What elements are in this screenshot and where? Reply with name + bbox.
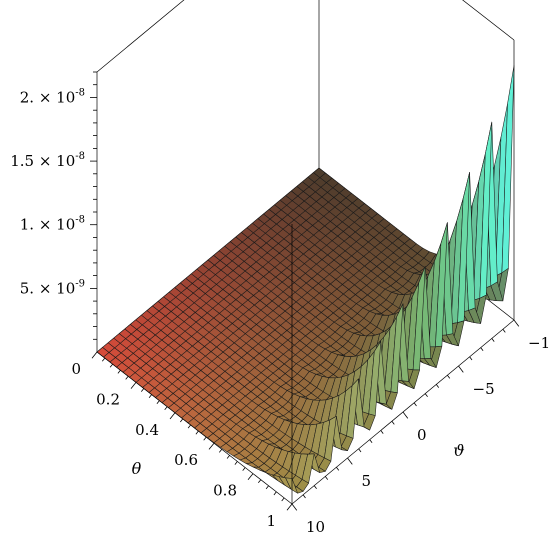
z-tick-exponent: -9 — [75, 278, 85, 289]
vartheta-tick — [413, 402, 417, 407]
vartheta-tick — [291, 503, 298, 511]
vartheta-tick-label: 5 — [362, 472, 372, 490]
z-tick-label: 2. × 10-8 — [20, 88, 85, 107]
theta-tick-label: 0.8 — [213, 482, 237, 500]
vartheta-axis-label: ϑ — [453, 441, 464, 460]
vartheta-tick — [513, 319, 520, 327]
vartheta-tick — [336, 466, 340, 471]
theta-tick — [109, 363, 113, 368]
theta-axis-label: θ — [132, 459, 142, 478]
vartheta-tick — [424, 393, 428, 398]
vartheta-tick — [347, 457, 353, 465]
theta-axis: 0 0.2 0.4 0.6 0.8 1 θ — [71, 351, 293, 530]
vartheta-tick — [302, 494, 306, 499]
theta-tick — [265, 485, 269, 490]
vartheta-tick — [358, 448, 362, 453]
vartheta-tick — [435, 384, 440, 388]
box-edge-top-back — [96, 0, 185, 73]
axes: 5. × 10-91. × 10-81.5 × 10-82. × 10-8 00… — [10, 71, 550, 534]
vartheta-tick — [447, 374, 451, 379]
theta-tick — [187, 424, 191, 429]
theta-tick-label: 0.6 — [174, 451, 198, 469]
theta-tick-label: 0.4 — [135, 421, 159, 439]
box-edge-top-right — [462, 0, 515, 41]
theta-tick — [218, 449, 223, 453]
z-tick-exponent: -8 — [75, 215, 85, 226]
vartheta-tick-label: 0 — [417, 426, 427, 444]
theta-tick — [91, 351, 98, 359]
z-axis: 5. × 10-9 1. × 10-8 1.5 × 10-8 2. × 10-8 — [10, 71, 97, 340]
theta-tick — [125, 376, 129, 380]
theta-tick — [164, 406, 168, 411]
theta-tick-label: 0 — [71, 360, 81, 378]
z-tick-label: 5. × 10-9 — [20, 278, 85, 297]
theta-tick — [195, 430, 199, 435]
vartheta-tick — [324, 476, 329, 480]
vartheta-tick-label: −5 — [473, 380, 495, 398]
vartheta-tick — [369, 439, 373, 444]
surface-mesh — [96, 65, 515, 494]
vartheta-tick — [313, 485, 317, 490]
vartheta-tick — [402, 411, 409, 419]
theta-tick — [169, 412, 176, 420]
theta-tick — [179, 418, 184, 423]
vartheta-tick — [491, 338, 495, 342]
vartheta-tick — [380, 430, 384, 434]
theta-tick — [281, 497, 285, 502]
vartheta-tick — [469, 356, 473, 361]
theta-tick — [257, 479, 262, 484]
z-tick-exponent: -8 — [75, 151, 85, 162]
theta-tick — [101, 357, 106, 362]
theta-tick — [234, 461, 238, 465]
vartheta-tick — [502, 328, 506, 333]
theta-tick — [273, 491, 277, 496]
vartheta-tick — [480, 347, 484, 352]
theta-tick-label: 0.2 — [96, 390, 120, 408]
vartheta-axis: −10 −5 0 5 10 ϑ — [291, 319, 550, 534]
theta-tick — [117, 369, 121, 374]
theta-tick — [247, 473, 254, 481]
theta-tick — [208, 442, 215, 450]
z-tick-label: 1.5 × 10-8 — [10, 151, 85, 170]
theta-tick — [156, 400, 160, 405]
vartheta-tick-label: −10 — [528, 334, 550, 352]
box-edge-floor-left — [96, 351, 293, 505]
theta-tick — [130, 382, 137, 389]
theta-tick — [286, 503, 293, 511]
vartheta-tick — [391, 420, 395, 425]
vartheta-tick-label: 10 — [306, 518, 325, 534]
z-tick-label: 1. × 10-8 — [20, 215, 85, 234]
surface-cell — [285, 477, 298, 494]
vartheta-tick — [458, 365, 464, 373]
theta-tick — [203, 436, 207, 441]
theta-tick — [148, 394, 152, 398]
theta-tick — [242, 467, 246, 471]
z-tick-exponent: -8 — [75, 88, 85, 99]
theta-tick-label: 1 — [266, 512, 276, 530]
theta-tick — [226, 455, 230, 459]
theta-tick — [140, 388, 145, 392]
